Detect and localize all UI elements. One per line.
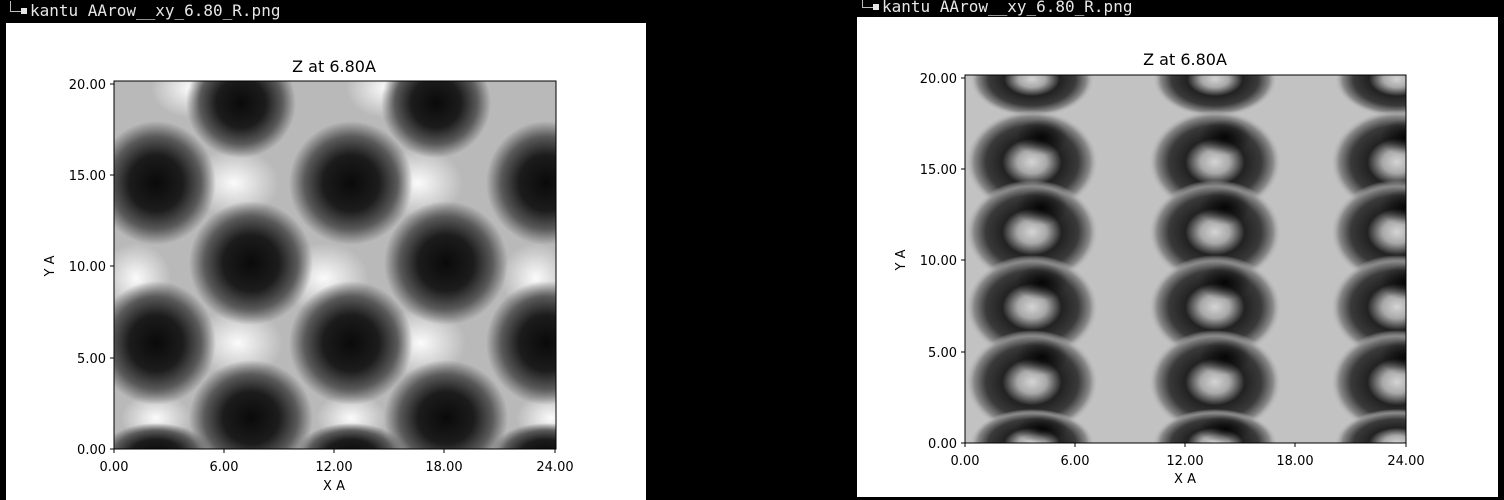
y-tick-label: 0.00 [928,437,957,452]
x-axis-label: X A [323,479,345,494]
tree-branch-icon [858,0,879,17]
y-tick-label: 15.00 [920,163,957,178]
window-caption-text: kantu AArow__xy_6.80_R.png [30,1,281,20]
x-axis: 0.00 6.00 12.00 18.00 24.00 X A [100,449,574,494]
heatmap-figure-left: Z at 6.80A [43,57,574,494]
y-tick-label: 0.00 [77,443,106,458]
x-tick-label: 6.00 [210,460,239,475]
chart-title: Z at 6.80A [1143,50,1227,69]
x-tick-label: 0.00 [100,460,129,475]
axes-frame [113,80,557,450]
window-caption-left: kantu AArow__xy_6.80_R.png [6,0,280,22]
y-tick-label: 20.00 [920,72,957,87]
y-axis: 20.00 15.00 10.00 5.00 0.00 Y A [894,72,965,452]
window-caption-text: kantu AArow__xy_6.80_R.png [882,0,1133,16]
heatmap-figure-right: Z at 6.80A [894,50,1425,487]
x-axis-label: X A [1174,472,1196,487]
y-axis-label: Y A [43,255,58,277]
x-tick-label: 0.00 [951,454,980,469]
y-tick-label: 15.00 [69,169,106,184]
y-tick-label: 5.00 [928,346,957,361]
window-caption-right: kantu AArow__xy_6.80_R.png [858,0,1132,18]
x-tick-label: 18.00 [1276,454,1313,469]
y-axis: 20.00 15.00 10.00 5.00 0.00 Y A [43,78,114,458]
chart-title: Z at 6.80A [292,57,376,76]
y-tick-label: 20.00 [69,78,106,93]
x-tick-label: 12.00 [315,460,352,475]
x-tick-label: 6.00 [1061,454,1090,469]
heatmap-image [114,81,556,449]
x-tick-label: 24.00 [536,460,573,475]
x-axis: 0.00 6.00 12.00 18.00 24.00 X A [951,443,1425,487]
y-tick-label: 10.00 [69,260,106,275]
x-tick-label: 12.00 [1166,454,1203,469]
y-axis-label: Y A [894,249,909,271]
heatmap-image [965,75,1406,443]
y-tick-label: 10.00 [920,254,957,269]
y-tick-label: 5.00 [77,352,106,367]
x-tick-label: 24.00 [1387,454,1424,469]
image-viewer-right: Z at 6.80A [857,17,1498,497]
x-tick-label: 18.00 [425,460,462,475]
tree-branch-icon [6,1,27,21]
image-viewer-left: Z at 6.80A [6,23,646,500]
